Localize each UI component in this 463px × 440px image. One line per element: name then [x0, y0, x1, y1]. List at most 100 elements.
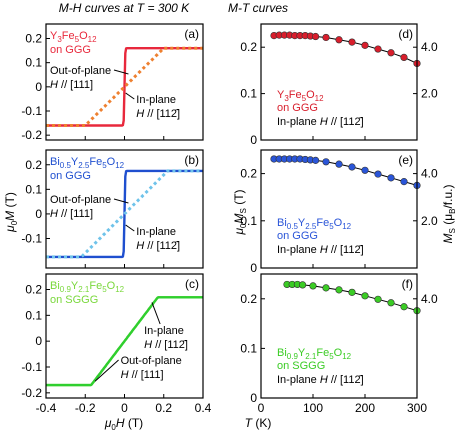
panel-d-fit-line [273, 34, 418, 64]
panel-d-ytick-label: 0 [250, 133, 257, 147]
panel-a-ytick-label: 0.1 [25, 56, 42, 70]
panel-f-ytick-label: 0.2 [240, 292, 257, 306]
panel-f-xtick-label: 100 [303, 401, 323, 415]
panel-c-ytick-label: -0.2 [21, 386, 42, 400]
panel-e-data-point [312, 156, 320, 164]
panel-d-data-point [322, 33, 330, 42]
panel-d-data-point [387, 49, 395, 57]
panel-e-data-point [348, 163, 356, 171]
panel-b-out-of-plane-field: H // [111] [50, 208, 93, 220]
panel-a-ytick-label: -0.2 [21, 128, 42, 142]
panel-c-out-of-plane-arrow [94, 359, 119, 382]
panel-d-data-point [400, 53, 408, 62]
panel-d-data-point [335, 36, 343, 44]
panel-a-out-of-plane-field: H // [111] [50, 79, 93, 91]
panel-f-frame [260, 273, 418, 399]
panel-f-data-point [299, 281, 307, 289]
panel-e-frame [260, 149, 418, 269]
panel-a-in-plane-arrow [125, 92, 135, 100]
right-y2-axis-label: MS (μB/f.u.) [441, 185, 457, 244]
panel-d-data-point [374, 45, 382, 53]
panel-e-label: (e) [398, 153, 413, 167]
panel-f: 0 0.1 0.2 4.0 0 100 200 300 (f) Bi0.9Y2.1Fe5O12on… [240, 273, 438, 415]
panel-d-ytick-label: 0.1 [240, 87, 257, 101]
panel-b-ytick-label: 0.2 [25, 158, 42, 172]
right-title: M-T curves [228, 1, 288, 15]
panel-e-ytick-label: 0.2 [240, 167, 257, 181]
panel-a-substrate: on GGG [50, 44, 91, 56]
panel-d-frame [260, 23, 418, 141]
panel-e-data-point [322, 158, 330, 166]
panel-a-out-of-plane-label: Out-of-plane [50, 65, 111, 77]
panel-c-xtick-label: -0.2 [75, 401, 96, 415]
panel-f-xtick-label: 0 [258, 401, 265, 415]
panel-a-out-of-plane-curve [46, 46, 203, 127]
right-y-axis-label: μ0MS (T) [232, 189, 248, 235]
panel-c-xtick-label: 0 [121, 401, 128, 415]
right-x-axis-label: T (K) [245, 416, 272, 430]
panel-c-material: Bi0.9Y2.1Fe5O12 [50, 280, 125, 294]
panel-c-xtick-label: -0.4 [36, 401, 57, 415]
panel-f-xtick-label: 200 [355, 401, 375, 415]
panel-b-ytick-label: 0 [35, 207, 42, 221]
panel-d-label: (d) [398, 27, 413, 41]
panel-d-data-point [361, 41, 369, 49]
panel-d-ytick-label: 0.2 [240, 40, 257, 54]
panel-a-in-plane-field: H // [112̄] [136, 108, 180, 120]
panel-b-label: (b) [184, 153, 199, 167]
panel-f-data-point [335, 286, 343, 294]
panel-f-label: (f) [402, 277, 413, 291]
panel-f-substrate: on SGGG [277, 360, 325, 372]
panel-f-data-point [348, 288, 356, 296]
panel-b-out-of-plane-curve [46, 169, 203, 259]
panel-b-substrate: on GGG [50, 170, 91, 182]
panel-b-out-of-plane-arrow [113, 198, 129, 204]
panel-c-in-plane-label: In-plane [144, 325, 184, 337]
panel-c-out-of-plane-curve [46, 296, 203, 387]
left-title: M-H curves at T = 300 K [59, 1, 190, 15]
panel-b-ytick-label: -0.1 [21, 232, 42, 246]
panel-e-substrate: on GGG [277, 230, 318, 242]
panel-e-right-tick-label: 2.0 [421, 214, 438, 228]
panel-e-data-point [400, 178, 408, 186]
left-x-axis-label: μ0H (T) [104, 416, 143, 432]
panel-c-label: (c) [185, 277, 199, 291]
panel-f-data-point [361, 292, 369, 300]
panel-c-in-plane-arrow [151, 302, 161, 325]
panel-f-data-point [309, 282, 317, 290]
panel-c-in-plane-field: H // [112̄] [144, 339, 188, 351]
panel-a-in-plane-label: In-plane [136, 94, 176, 106]
panel-f-data-point [374, 295, 382, 303]
panel-c: -0.2-0.100.10.2-0.4 -0.2 0 0.2 0.4(c)Bi0.9Y2… [21, 273, 212, 415]
panel-e-right-tick-label: 4.0 [421, 167, 438, 181]
panel-f-right-tick-label: 4.0 [421, 292, 438, 306]
panel-f-xtick-label: 300 [407, 401, 427, 415]
panel-c-ytick-label: 0.1 [25, 308, 42, 322]
panel-c-xtick-label: 0.4 [195, 401, 212, 415]
left-y-axis-label: μ0M (T) [3, 192, 19, 233]
panel-a-ytick-label: -0.1 [21, 104, 42, 118]
panel-e-data-point [374, 170, 382, 178]
panel-b-out-of-plane-label: Out-of-plane [50, 194, 111, 206]
panel-f-ytick-label: 0 [250, 391, 257, 405]
panel-c-out-of-plane-label: Out-of-plane [121, 355, 182, 367]
panel-e-fit-line [274, 158, 418, 186]
panel-a-ytick-label: 0 [35, 80, 42, 94]
panel-f-ytick-label: 0.1 [240, 341, 257, 355]
panel-d-right-tick-label: 2.0 [421, 87, 438, 101]
panel-a-material: Y3Fe5O12 [50, 30, 97, 44]
panel-c-substrate: on SGGG [50, 294, 98, 306]
panel-a-ytick-label: 0.2 [25, 32, 42, 46]
panel-f-data-point [400, 303, 408, 311]
panel-d-substrate: on GGG [277, 102, 318, 114]
panel-b-in-plane-arrow [125, 224, 135, 232]
panel-e-ytick-label: 0 [250, 261, 257, 275]
panel-f-field-label: In-plane H // [112̄] [277, 374, 364, 386]
panel-e-material: Bi0.5Y2.5Fe5O12 [277, 217, 352, 231]
panel-d-data-point [348, 38, 356, 46]
panel-e-ytick-label: 0.1 [240, 214, 257, 228]
